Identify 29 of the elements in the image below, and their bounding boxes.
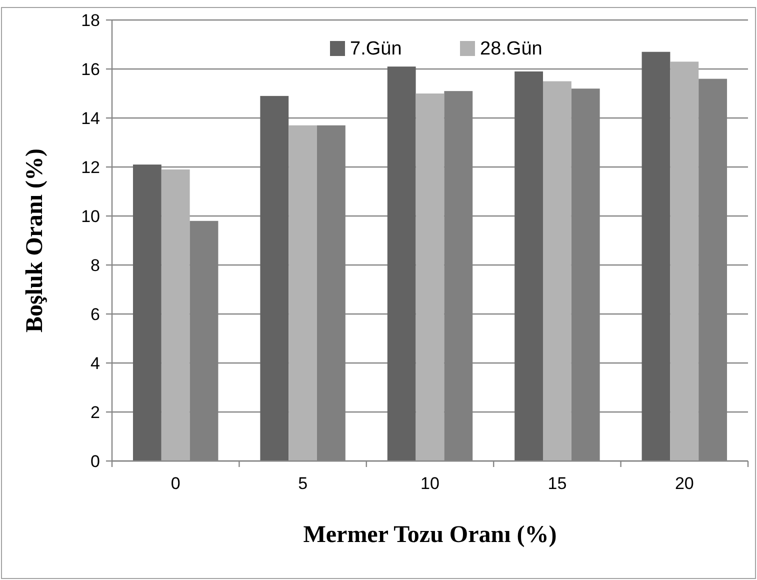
- legend-label: 28.Gün: [480, 38, 542, 60]
- y-tick-label: 14: [81, 108, 100, 128]
- y-tick-label: 0: [90, 452, 100, 471]
- y-tick-label: 6: [90, 304, 100, 324]
- x-tick-label: 15: [548, 474, 567, 493]
- bar: [670, 62, 699, 461]
- bar: [132, 164, 162, 461]
- bar: [416, 94, 444, 461]
- x-tick-label: 5: [298, 474, 308, 493]
- bar: [288, 125, 318, 461]
- bar: [161, 169, 190, 461]
- x-axis-title: Mermer Tozu Oranı (%): [303, 522, 557, 548]
- y-axis-title: Boşluk Oranı (%): [22, 148, 48, 333]
- y-tick-label: 18: [81, 10, 100, 30]
- bar: [642, 52, 670, 461]
- bar: [260, 96, 289, 461]
- x-tick-label: 0: [170, 474, 180, 493]
- y-tick-label: 2: [90, 402, 100, 422]
- x-tick-label: 10: [420, 474, 440, 493]
- y-tick-label: 16: [81, 60, 100, 79]
- bar: [514, 71, 543, 461]
- y-tick-label: 4: [90, 354, 100, 373]
- y-tick-label: 8: [90, 256, 100, 275]
- bar: [387, 66, 416, 461]
- y-tick-label: 12: [81, 158, 100, 177]
- legend-label: 7.Gün: [350, 38, 402, 60]
- y-tick-label: 10: [81, 206, 100, 226]
- x-tick-label: 20: [674, 474, 694, 493]
- bar: [542, 81, 572, 461]
